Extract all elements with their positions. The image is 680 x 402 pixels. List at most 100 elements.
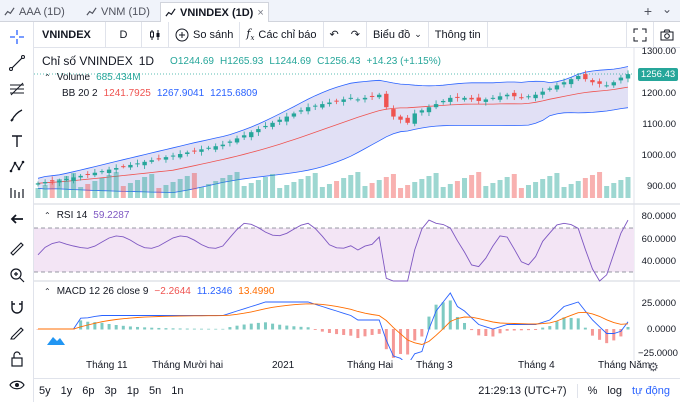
candle-body	[341, 99, 346, 102]
candle-body	[327, 102, 332, 105]
price-chart[interactable]	[34, 48, 680, 360]
range-1y[interactable]: 1y	[60, 384, 73, 397]
candle-body	[590, 80, 595, 83]
arrow-left-icon[interactable]	[8, 210, 26, 228]
interval-button[interactable]: D	[106, 21, 142, 48]
time-tick: Tháng 11	[86, 360, 128, 371]
brush-icon[interactable]	[8, 106, 26, 124]
price-tick: 900.00	[646, 181, 676, 192]
candle-body	[462, 97, 467, 100]
macd-histogram-bar	[391, 329, 395, 358]
info-button[interactable]: Thông tin	[429, 21, 488, 48]
macd-histogram-bar	[228, 327, 232, 330]
chevron-down-icon[interactable]: ⌄	[661, 2, 672, 16]
rsi-label: RSI 14	[56, 210, 88, 221]
macd-histogram-bar	[363, 329, 367, 337]
volume-bar	[625, 177, 631, 198]
crosshair-icon[interactable]	[8, 28, 26, 46]
volume-bar	[568, 184, 574, 198]
time-axis: Tháng 11 Tháng Mười hai 2021 Tháng Hai T…	[34, 360, 650, 374]
log-toggle[interactable]: log	[607, 384, 623, 397]
macd-histogram-bar	[143, 327, 147, 330]
macd-histogram-bar	[605, 329, 609, 344]
collapse-icon[interactable]: ⌃	[44, 73, 51, 82]
pattern-icon[interactable]	[8, 158, 26, 176]
volume-bar	[334, 181, 340, 198]
tab-aaa[interactable]: AAA (1D)	[0, 2, 69, 21]
volume-bar	[426, 176, 432, 198]
volume-bar	[227, 175, 233, 198]
chart-area[interactable]: Chỉ số VNINDEX 1D O1244.69 H1265.93 L124…	[34, 46, 680, 378]
plus-circle-icon	[175, 28, 189, 41]
volume-bar	[533, 182, 539, 198]
candle-body	[135, 163, 140, 165]
volume-bar	[135, 180, 141, 198]
chart-type-button[interactable]: Biểu đồ ⌄	[367, 21, 429, 48]
macd-histogram-bar	[249, 323, 253, 330]
volume-bar	[462, 178, 468, 198]
compare-button[interactable]: So sánh	[169, 21, 241, 48]
range-5y[interactable]: 5y	[39, 384, 51, 397]
close-tab-icon[interactable]: ×	[257, 6, 264, 19]
volume-bar	[191, 173, 197, 198]
indicators-label: Các chỉ báo	[258, 28, 317, 41]
collapse-icon[interactable]: ⌃	[44, 211, 51, 220]
indicators-button[interactable]: fx Các chỉ báo	[240, 21, 324, 48]
macd-hist-value: −2.2644	[154, 286, 191, 297]
range-5d[interactable]: 5n	[149, 384, 162, 397]
volume-label: Volume	[56, 72, 91, 83]
macd-histogram-bar	[541, 327, 545, 330]
ohlc-low: L1244.69	[269, 55, 312, 67]
volume-bar	[604, 186, 610, 198]
volume-bar	[376, 180, 382, 198]
volume-bar	[547, 176, 553, 198]
settings-icon[interactable]: ⚙	[648, 360, 659, 374]
time-tick: Tháng Năm	[598, 360, 651, 371]
forecast-icon[interactable]	[8, 184, 26, 202]
range-1m[interactable]: 1p	[126, 384, 139, 397]
volume-bar	[419, 179, 425, 198]
zoom-in-icon[interactable]	[8, 266, 26, 284]
auto-toggle[interactable]: tự động	[632, 384, 670, 397]
eye-icon[interactable]	[8, 376, 26, 394]
candle-body	[298, 110, 304, 112]
candle-body	[121, 166, 126, 168]
lock-draw-icon[interactable]	[8, 324, 26, 342]
trendline-icon[interactable]	[8, 54, 26, 72]
candle-body	[64, 178, 69, 180]
tab-vnindex[interactable]: VNINDEX (1D) ×	[160, 2, 269, 22]
fib-icon[interactable]	[8, 80, 26, 98]
volume-bar	[611, 183, 617, 198]
collapse-icon[interactable]: ⌃	[44, 287, 51, 296]
candle-body	[241, 135, 247, 138]
percent-toggle[interactable]: %	[587, 384, 598, 397]
candle-style-button[interactable]	[142, 21, 169, 48]
candle-body	[568, 79, 574, 85]
range-1d[interactable]: 1n	[171, 384, 184, 397]
volume-bar	[213, 181, 219, 198]
symbol-search[interactable]: VNINDEX	[34, 21, 106, 48]
lock-icon[interactable]	[8, 350, 26, 368]
add-tab-icon[interactable]: +	[643, 3, 652, 19]
macd-histogram-bar	[555, 321, 559, 330]
ruler-icon[interactable]	[8, 240, 26, 258]
magnet-icon[interactable]	[8, 298, 26, 316]
macd-histogram-bar	[562, 317, 566, 330]
range-3m[interactable]: 3p	[104, 384, 117, 397]
macd-histogram-bar	[178, 328, 182, 330]
range-6m[interactable]: 6p	[82, 384, 95, 397]
macd-histogram-bar	[335, 329, 339, 335]
rsi-legend: ⌃ RSI 14 59.2287	[44, 210, 129, 221]
macd-histogram-bar	[164, 328, 168, 330]
text-icon[interactable]	[8, 132, 26, 150]
volume-bar	[476, 172, 482, 198]
redo-button[interactable]: ↷	[345, 21, 367, 48]
tab-vnm[interactable]: VNM (1D)	[82, 2, 154, 21]
fullscreen-button[interactable]	[626, 21, 654, 48]
snapshot-button[interactable]	[654, 22, 680, 48]
undo-button[interactable]: ↶	[324, 22, 345, 48]
rsi-tick: 40.0000	[641, 256, 676, 267]
volume-bar	[511, 174, 517, 198]
volume-bar	[518, 188, 524, 198]
macd-histogram-bar	[356, 329, 360, 339]
